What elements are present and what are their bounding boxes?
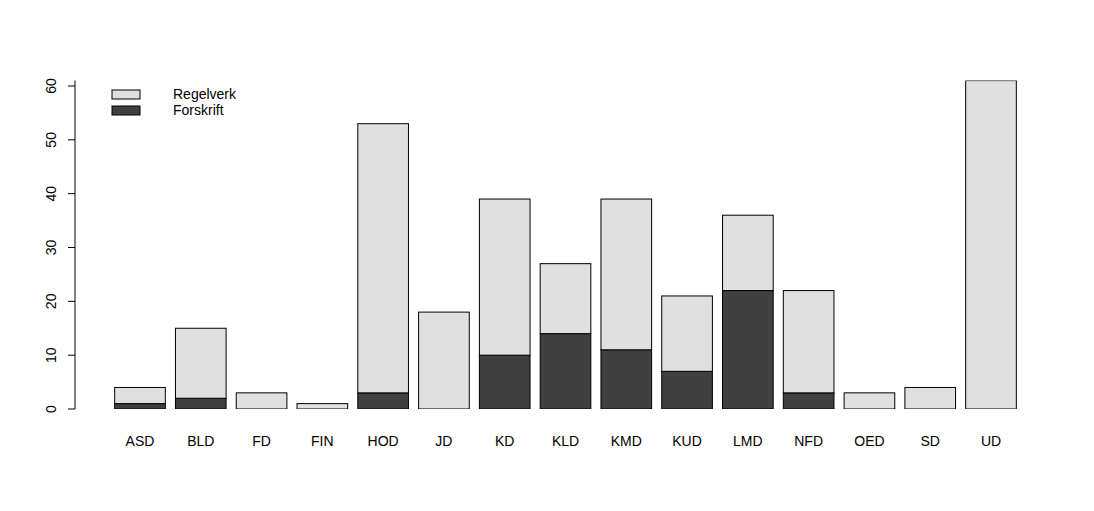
y-tick-label: 40: [43, 186, 59, 202]
bar-segment: [783, 393, 834, 409]
bar-segment: [540, 334, 591, 409]
bar-segment: [358, 393, 409, 409]
x-tick-label: ASD: [126, 433, 155, 449]
bar-segment: [358, 124, 409, 393]
legend-swatch: [112, 106, 140, 115]
x-tick-label: HOD: [368, 433, 399, 449]
bar-segment: [844, 393, 895, 409]
y-tick: [68, 139, 75, 140]
y-tick-label: 50: [43, 132, 59, 148]
y-tick-label: 10: [43, 347, 59, 363]
x-tick-label: SD: [920, 433, 939, 449]
bar-segment: [419, 312, 470, 409]
x-tick-label: KUD: [672, 433, 702, 449]
y-tick-label: 30: [43, 240, 59, 256]
y-tick: [68, 247, 75, 248]
bar-segment: [297, 404, 348, 409]
bar-segment: [540, 264, 591, 334]
legend: RegelverkForskrift: [112, 86, 237, 118]
legend-label: Regelverk: [173, 86, 237, 102]
bar-segment: [236, 393, 287, 409]
x-tick-label: LMD: [733, 433, 763, 449]
bar-segment: [601, 350, 652, 409]
legend-swatch: [112, 90, 140, 99]
bar-segment: [175, 328, 226, 398]
bars: [115, 81, 1017, 409]
bar-segment: [966, 81, 1017, 409]
y-axis-line: [75, 81, 76, 409]
y-tick: [68, 409, 75, 410]
x-tick-label: FIN: [311, 433, 334, 449]
x-tick-label: FD: [252, 433, 271, 449]
bar-segment: [783, 291, 834, 393]
bar-segment: [905, 387, 956, 409]
bar-segment: [662, 371, 713, 409]
legend-label: Forskrift: [173, 102, 224, 118]
bar-segment: [723, 291, 774, 409]
x-tick-label: KLD: [552, 433, 579, 449]
x-tick-label: BLD: [187, 433, 214, 449]
y-tick: [68, 355, 75, 356]
x-tick-label: JD: [435, 433, 452, 449]
bar-segment: [723, 215, 774, 290]
x-tick-label: KD: [495, 433, 514, 449]
y-tick: [68, 193, 75, 194]
y-tick-label: 0: [43, 405, 59, 413]
x-tick-label: KMD: [611, 433, 642, 449]
bar-segment: [601, 199, 652, 350]
x-tick-label: NFD: [794, 433, 823, 449]
bar-segment: [662, 296, 713, 371]
y-tick-label: 60: [43, 78, 59, 94]
y-tick-label: 20: [43, 293, 59, 309]
bar-segment: [479, 355, 530, 409]
y-tick: [68, 86, 75, 87]
bar-segment: [479, 199, 530, 355]
x-tick-label: OED: [854, 433, 884, 449]
bar-segment: [115, 404, 166, 409]
x-tick-label: UD: [981, 433, 1001, 449]
bar-segment: [175, 398, 226, 409]
y-tick: [68, 301, 75, 302]
bar-segment: [115, 387, 166, 403]
chart: 0 10 20 30 40 50 60 ASD BLD FD FIN HOD JD KD KLD KMD KUD…: [0, 0, 1094, 511]
